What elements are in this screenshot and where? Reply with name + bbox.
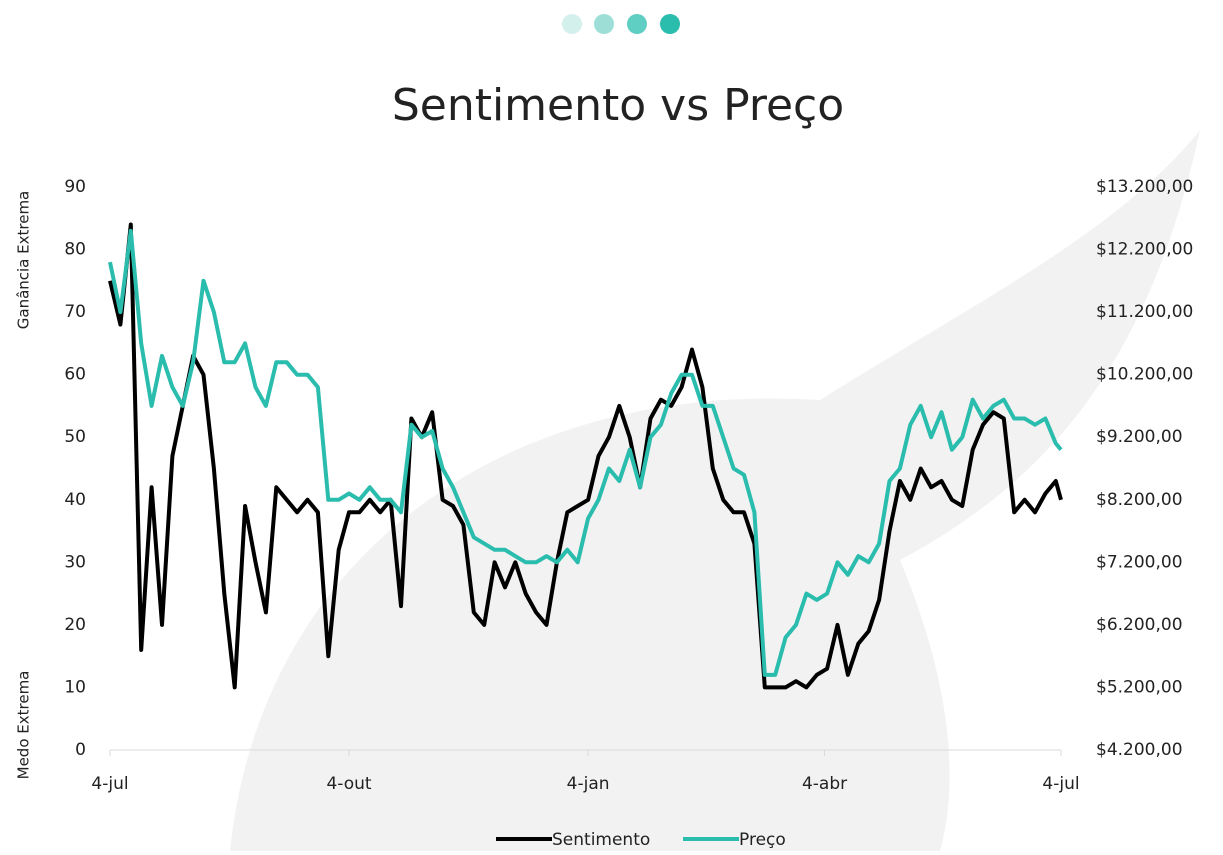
y2-tick-label: $9.200,00	[1096, 427, 1183, 447]
x-tick-label: 4-jan	[567, 774, 610, 794]
y-tick-label: 70	[64, 302, 86, 322]
y-tick-label: 60	[64, 365, 86, 385]
watermark	[230, 130, 1200, 851]
y2-tick-label: $8.200,00	[1096, 490, 1183, 510]
y-tick-label: 90	[64, 177, 86, 197]
x-tick-label: 4-jul	[91, 774, 128, 794]
y-tick-label: 0	[75, 740, 86, 760]
y2-tick-label: $4.200,00	[1096, 740, 1183, 760]
y2-tick-label: $5.200,00	[1096, 677, 1183, 697]
x-tick-label: 4-out	[326, 774, 371, 794]
x-tick-label: 4-abr	[802, 774, 847, 794]
page-dots	[562, 14, 680, 34]
y-tick-label: 40	[64, 490, 86, 510]
y2-tick-label: $12.200,00	[1096, 240, 1193, 260]
y-axis-label: Medo Extrema	[15, 671, 33, 780]
y-tick-label: 50	[64, 427, 86, 447]
chart: Sentimento vs Preço Ganância Extrema Med…	[0, 0, 1223, 851]
y2-tick-label: $7.200,00	[1096, 552, 1183, 572]
chart-title: Sentimento vs Preço	[392, 80, 844, 131]
y-tick-label: 20	[64, 615, 86, 635]
y-axis-label: Ganância Extrema	[15, 191, 33, 330]
y-tick-label: 80	[64, 240, 86, 260]
y-tick-label: 10	[64, 677, 86, 697]
y2-tick-label: $10.200,00	[1096, 365, 1193, 385]
y2-tick-label: $13.200,00	[1096, 177, 1193, 197]
y-tick-label: 30	[64, 552, 86, 572]
x-tick-label: 4-jul	[1042, 774, 1079, 794]
y2-tick-label: $11.200,00	[1096, 302, 1193, 322]
legend-label: Preço	[739, 830, 786, 850]
y2-tick-label: $6.200,00	[1096, 615, 1183, 635]
legend-label: Sentimento	[552, 830, 650, 850]
